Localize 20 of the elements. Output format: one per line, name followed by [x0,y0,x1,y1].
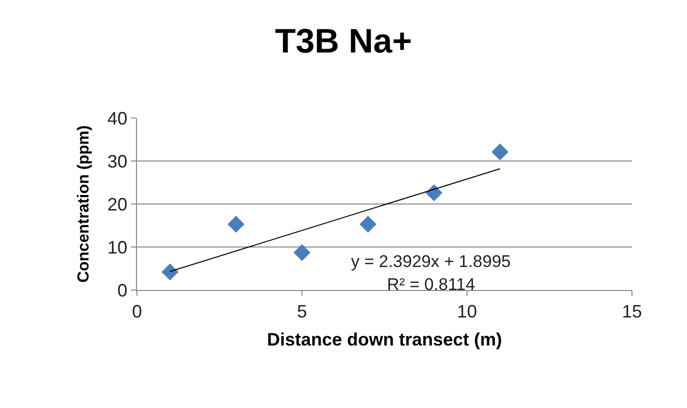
point [492,144,508,160]
annotation: y = 2.3929x + 1.8995 [351,252,511,271]
y-tick-label: 10 [107,237,128,258]
x-tick-label: 15 [622,302,642,322]
point [426,184,442,202]
x-tick-label: 10 [456,302,478,322]
y-tick-label: 20 [107,194,128,214]
point [294,244,310,262]
point [360,216,376,233]
x-tick-label: 0 [132,302,142,322]
x-axis-title: Distance down transect (m) [266,330,502,350]
y-tick-label: 40 [107,108,128,128]
point [228,216,244,233]
y-axis-title: Concentration (ppm) [75,125,92,283]
chart-title: T3B Na+ [275,22,412,60]
y-tick-label: 0 [117,280,128,300]
point [162,263,178,280]
y-tick-label: 30 [107,151,128,172]
x-tick-label: 5 [296,302,308,322]
annotation: R² = 0.8114 [387,275,476,294]
